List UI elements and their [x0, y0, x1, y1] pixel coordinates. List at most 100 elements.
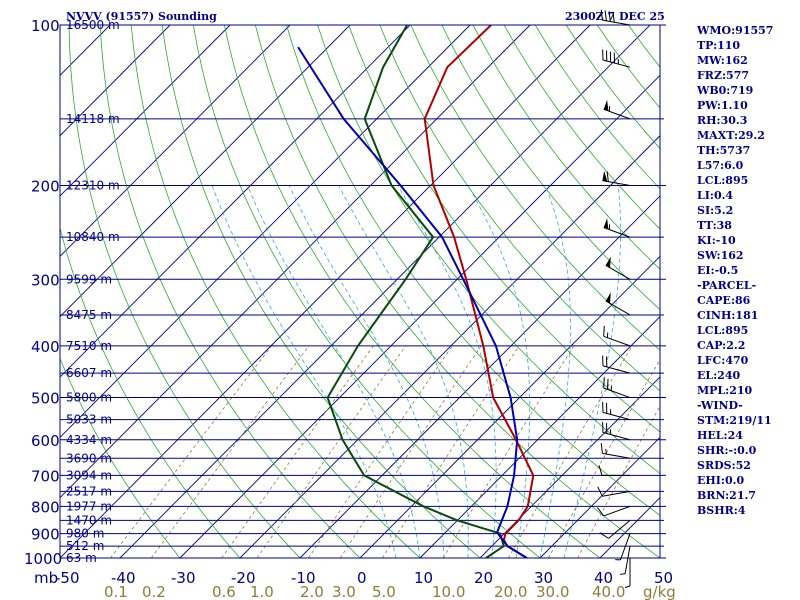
temperature-tick-label: 50 [654, 569, 673, 587]
grid-lines [60, 25, 660, 558]
stability-index-item: CAP:2.2 [697, 339, 745, 352]
height-label: 14118 m [66, 112, 120, 126]
stability-index-item: BSHR:4 [697, 504, 746, 517]
dewpoint-trace [326, 25, 505, 558]
stability-index-item: TT:38 [697, 219, 732, 232]
temperature-tick-label: -20 [231, 569, 256, 587]
temperature-tick-label: -10 [291, 569, 316, 587]
stability-index-item: FRZ:577 [697, 69, 749, 82]
wind-barb-staff [602, 490, 631, 497]
wind-barb [605, 256, 631, 280]
mixing-ratio-tick-label: 20.0 [494, 583, 527, 600]
stability-index-item: MW:162 [697, 54, 748, 67]
moist-adiabat-line [247, 185, 421, 558]
mixing-ratio-line [507, 345, 633, 558]
mixing-ratio-tick-label: 10.0 [432, 583, 465, 600]
pressure-tick-label: 200 [31, 177, 60, 195]
isotherm-line [60, 25, 171, 137]
temperature-tick-label: 40 [594, 569, 613, 587]
isotherm-line [479, 376, 660, 558]
mixing-ratio-tick-label: 1.0 [250, 583, 274, 600]
wind-barb-staff [602, 432, 631, 441]
dry-adiabat-line [224, 25, 601, 558]
mixing-ratio-line [548, 358, 660, 558]
pressure-tick-label: 300 [31, 271, 60, 289]
wind-barb-full [603, 377, 605, 389]
isotherm-line [60, 25, 411, 378]
station-title: NVVV (91557) Sounding [66, 10, 217, 23]
temperature-tick-label: -30 [171, 569, 196, 587]
temperature-tick-label: 30 [534, 569, 553, 587]
height-label: 7510 m [66, 339, 112, 353]
height-label: 6607 m [66, 366, 112, 380]
height-label: 980 m [66, 527, 104, 541]
isotherm-line [60, 25, 351, 318]
plot-frame [59, 24, 661, 559]
mixing-ratio-line [442, 345, 575, 558]
isotherm-line [60, 25, 591, 558]
temperature-tick-label: -50 [55, 569, 80, 587]
wind-barb-staff [624, 546, 631, 574]
pressure-tick-label: 900 [31, 526, 60, 544]
wind-barb [602, 170, 631, 186]
stability-index-item: LI:0.4 [697, 189, 733, 202]
wind-barb-staff [602, 19, 631, 26]
stability-index-item: SW:162 [697, 249, 744, 262]
wind-barb-staff [602, 59, 631, 68]
sounding-traces [297, 25, 535, 558]
pressure-unit-label: mb [34, 569, 58, 587]
dry-adiabat-line [565, 25, 660, 150]
wind-barb [597, 486, 631, 497]
mixing-ratio-tick-label: 0.2 [142, 583, 166, 600]
stability-index-item: KI:-10 [697, 234, 736, 247]
wind-barb [602, 49, 631, 68]
stability-index-item: LFC:470 [697, 354, 749, 367]
wind-barb [619, 546, 631, 575]
mixing-ratio-line [577, 405, 660, 558]
height-label: 3690 m [66, 451, 112, 465]
moist-adiabat-line [563, 185, 621, 558]
stability-index-item: STM:219/11 [697, 414, 772, 427]
pressure-tick-label: 400 [31, 338, 60, 356]
mixing-ratio-line [339, 345, 482, 558]
stability-index-item: LCL:895 [697, 324, 748, 337]
stability-index-item: EHI:0.0 [697, 474, 744, 487]
stability-index-item: WB0:719 [696, 84, 753, 97]
wind-barb [598, 465, 630, 476]
mixing-ratio-tick-label: 3.0 [332, 583, 356, 600]
isotherm-line [239, 135, 660, 558]
wind-barb [603, 325, 631, 347]
wind-barb-staff [602, 411, 631, 421]
wind-barb [602, 401, 631, 421]
temperature-tick-label: 0 [357, 569, 367, 587]
wind-barb-staff [603, 335, 631, 347]
wind-barb-full [600, 9, 603, 21]
stability-index-item: EL:240 [697, 369, 740, 382]
isotherm-line [299, 195, 660, 558]
wind-barb [602, 422, 631, 441]
stability-index-item: WMO:91557 [696, 24, 773, 37]
mixing-ratio-tick-label: 30.0 [536, 583, 569, 600]
isotherm-line [60, 25, 531, 499]
stability-index-item: HEL:24 [697, 429, 743, 442]
height-label: 512 m [66, 539, 104, 553]
temperature-tick-label: 20 [474, 569, 493, 587]
height-label: 4334 m [66, 433, 112, 447]
pressure-tick-label: 1000 [24, 550, 62, 568]
stability-index-item: LCL:895 [697, 174, 748, 187]
wind-barb-staff [603, 505, 631, 517]
wind-barb-staff [602, 365, 631, 374]
wind-barb-half [605, 448, 607, 455]
isotherm-line [359, 255, 660, 558]
wind-barb-full [608, 11, 611, 22]
wind-barb [600, 9, 631, 26]
stability-index-item: TP:110 [697, 39, 740, 52]
stability-index-item: PW:1.10 [697, 99, 748, 112]
wind-barb [603, 99, 631, 120]
height-label: 8475 m [66, 308, 112, 322]
pressure-tick-label: 700 [31, 467, 60, 485]
stability-index-item: CINH:181 [697, 309, 758, 322]
height-label: 1470 m [66, 513, 112, 527]
wind-barb-half [619, 573, 626, 575]
stability-index-item: -PARCEL- [697, 279, 756, 292]
